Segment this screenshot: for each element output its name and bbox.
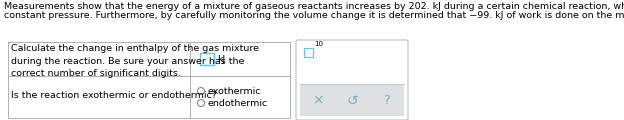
Circle shape [198,87,205,95]
Text: kJ: kJ [217,54,225,63]
Text: exothermic: exothermic [207,87,260,96]
FancyBboxPatch shape [296,40,408,120]
Bar [8,42,290,118]
Bar [304,48,313,57]
Text: 10: 10 [314,41,323,47]
Text: Measurements show that the energy of a mixture of gaseous reactants increases by: Measurements show that the energy of a m… [4,2,624,11]
Text: Calculate the change in enthalpy of the gas mixture
during the reaction. Be sure: Calculate the change in enthalpy of the … [11,44,259,78]
Bar [200,53,214,65]
Circle shape [198,99,205,107]
Text: ↺: ↺ [346,94,358,108]
Text: endothermic: endothermic [207,99,267,108]
Text: Is the reaction exothermic or endothermic?: Is the reaction exothermic or endothermi… [11,90,217,99]
Text: ?: ? [383,94,390,107]
Bar [300,84,404,116]
Text: constant pressure. Furthermore, by carefully monitoring the volume change it is : constant pressure. Furthermore, by caref… [4,11,624,20]
Text: ×: × [311,94,323,108]
